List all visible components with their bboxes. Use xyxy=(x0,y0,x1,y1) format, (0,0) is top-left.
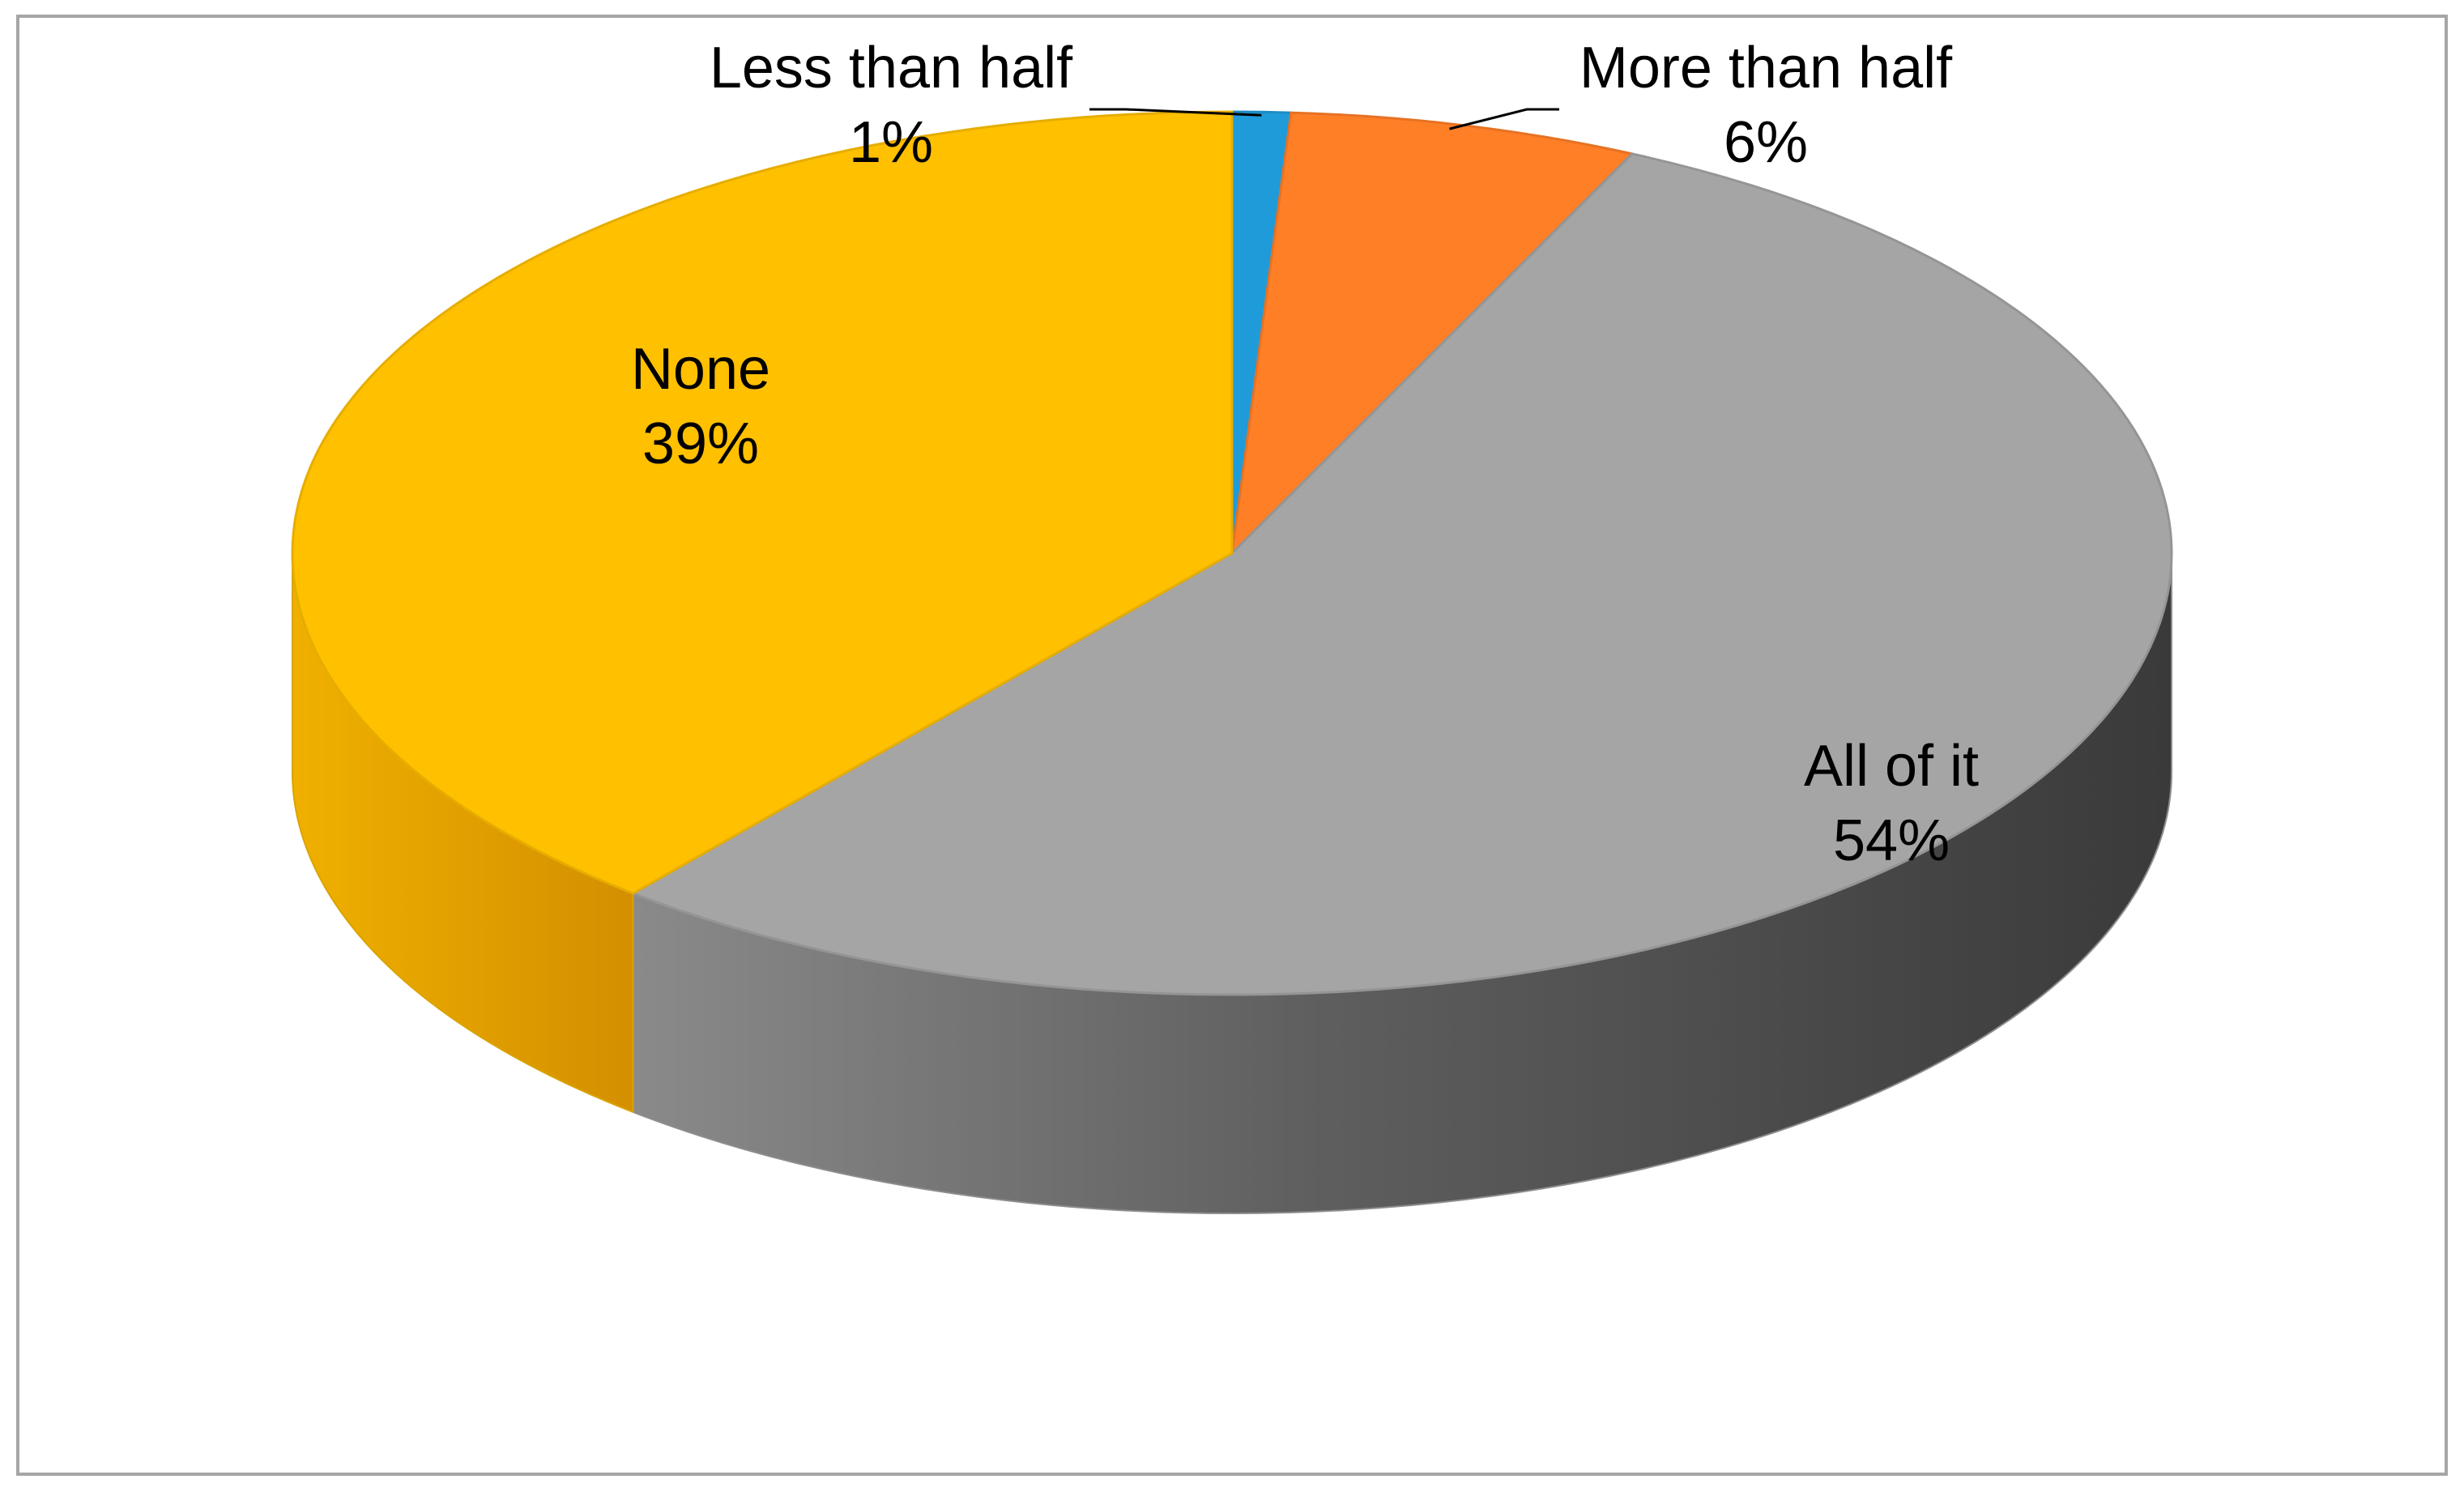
pie-slices xyxy=(291,110,2173,996)
slice-label-more-than-half: More than half xyxy=(1579,36,1953,100)
leader-line-less-than-half xyxy=(1089,108,1262,117)
slice-label-all-of-it: All of it xyxy=(1804,734,1979,799)
pie-slice-all-of-it xyxy=(632,152,2173,996)
slice-value-less-than-half: 1% xyxy=(849,110,933,175)
data-labels: Less than half 1% More than half 6% All of i… xyxy=(631,36,1979,873)
leader-line-more-than-half xyxy=(1449,108,1559,130)
pie-slice-none xyxy=(291,110,1234,895)
slice-value-all-of-it: 54% xyxy=(1833,808,1950,873)
slice-label-none: None xyxy=(631,337,770,402)
slice-value-none: 39% xyxy=(642,411,759,476)
leader-lines xyxy=(1089,108,1559,130)
slice-label-less-than-half: Less than half xyxy=(710,36,1073,100)
slice-value-more-than-half: 6% xyxy=(1724,110,1808,175)
